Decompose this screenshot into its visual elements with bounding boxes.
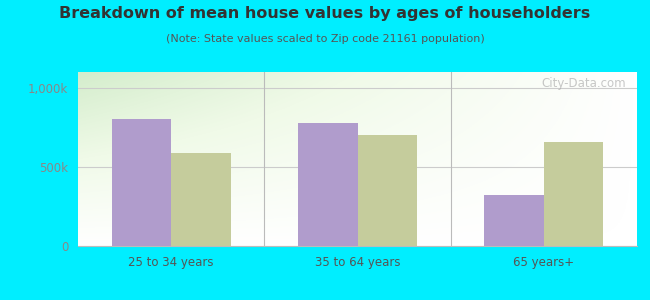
Text: Breakdown of mean house values by ages of householders: Breakdown of mean house values by ages o… xyxy=(59,6,591,21)
Bar xyxy=(544,142,603,246)
Bar xyxy=(484,195,544,246)
Bar xyxy=(171,153,231,246)
Bar xyxy=(358,135,417,246)
Text: (Note: State values scaled to Zip code 21161 population): (Note: State values scaled to Zip code 2… xyxy=(166,34,484,44)
Text: City-Data.com: City-Data.com xyxy=(541,77,626,90)
Bar xyxy=(112,119,171,246)
Bar xyxy=(298,123,358,246)
